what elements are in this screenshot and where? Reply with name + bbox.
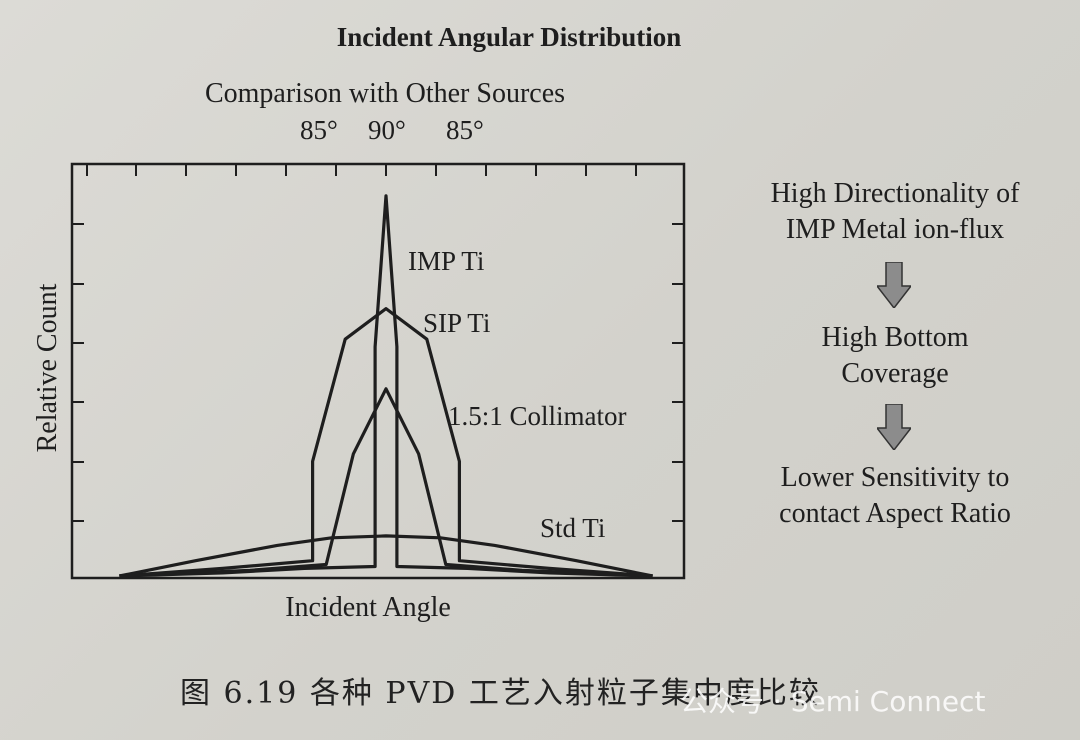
- flow-step-bottom-coverage: High Bottom Coverage: [740, 320, 1050, 392]
- axis-ticks: [72, 164, 685, 522]
- flow-step1-line2: IMP Metal ion-flux: [785, 214, 1005, 245]
- flow-step3-line2: contact Aspect Ratio: [779, 498, 1011, 529]
- series-line-imp-ti: [119, 194, 653, 578]
- series-label-imp-ti: IMP Ti: [408, 246, 484, 276]
- flow-step2-line2: Coverage: [841, 358, 949, 389]
- down-arrow-icon: [877, 262, 911, 308]
- figure-caption: 图 6.19 各种 PVD 工艺入射粒子集中度比较: [180, 676, 821, 711]
- flow-step-sensitivity: Lower Sensitivity to contact Aspect Rati…: [740, 460, 1050, 532]
- series-label-sip-ti: SIP Ti: [423, 308, 490, 338]
- chart-subtitle: Comparison with Other Sources: [204, 78, 566, 109]
- watermark: 公众号 · Semi Connect: [680, 685, 986, 718]
- plot-frame: [70, 162, 686, 580]
- series-lines: [119, 194, 653, 578]
- series-line-sip-ti: [119, 307, 653, 578]
- series-label-std-ti: Std Ti: [540, 513, 605, 543]
- flow-step3-line1: Lower Sensitivity to: [780, 462, 1010, 493]
- top-tick-left: 85°: [300, 115, 338, 145]
- flow-step2-line1: High Bottom: [821, 322, 969, 353]
- top-tick-center: 90°: [368, 115, 406, 145]
- y-axis-label: Relative Count: [32, 283, 63, 452]
- series-label-collimator: 1.5:1 Collimator: [448, 401, 627, 431]
- flow-step1-line1: High Directionality of: [770, 178, 1020, 209]
- flow-step-directionality: High Directionality of IMP Metal ion-flu…: [740, 176, 1050, 248]
- series-line-std-ti: [119, 534, 653, 578]
- series-line-1-5-1-collimator: [119, 387, 653, 578]
- chart-title: Incident Angular Distribution: [336, 22, 682, 52]
- x-axis-label: Incident Angle: [285, 592, 451, 623]
- top-tick-right: 85°: [446, 115, 484, 145]
- down-arrow-icon: [877, 404, 911, 450]
